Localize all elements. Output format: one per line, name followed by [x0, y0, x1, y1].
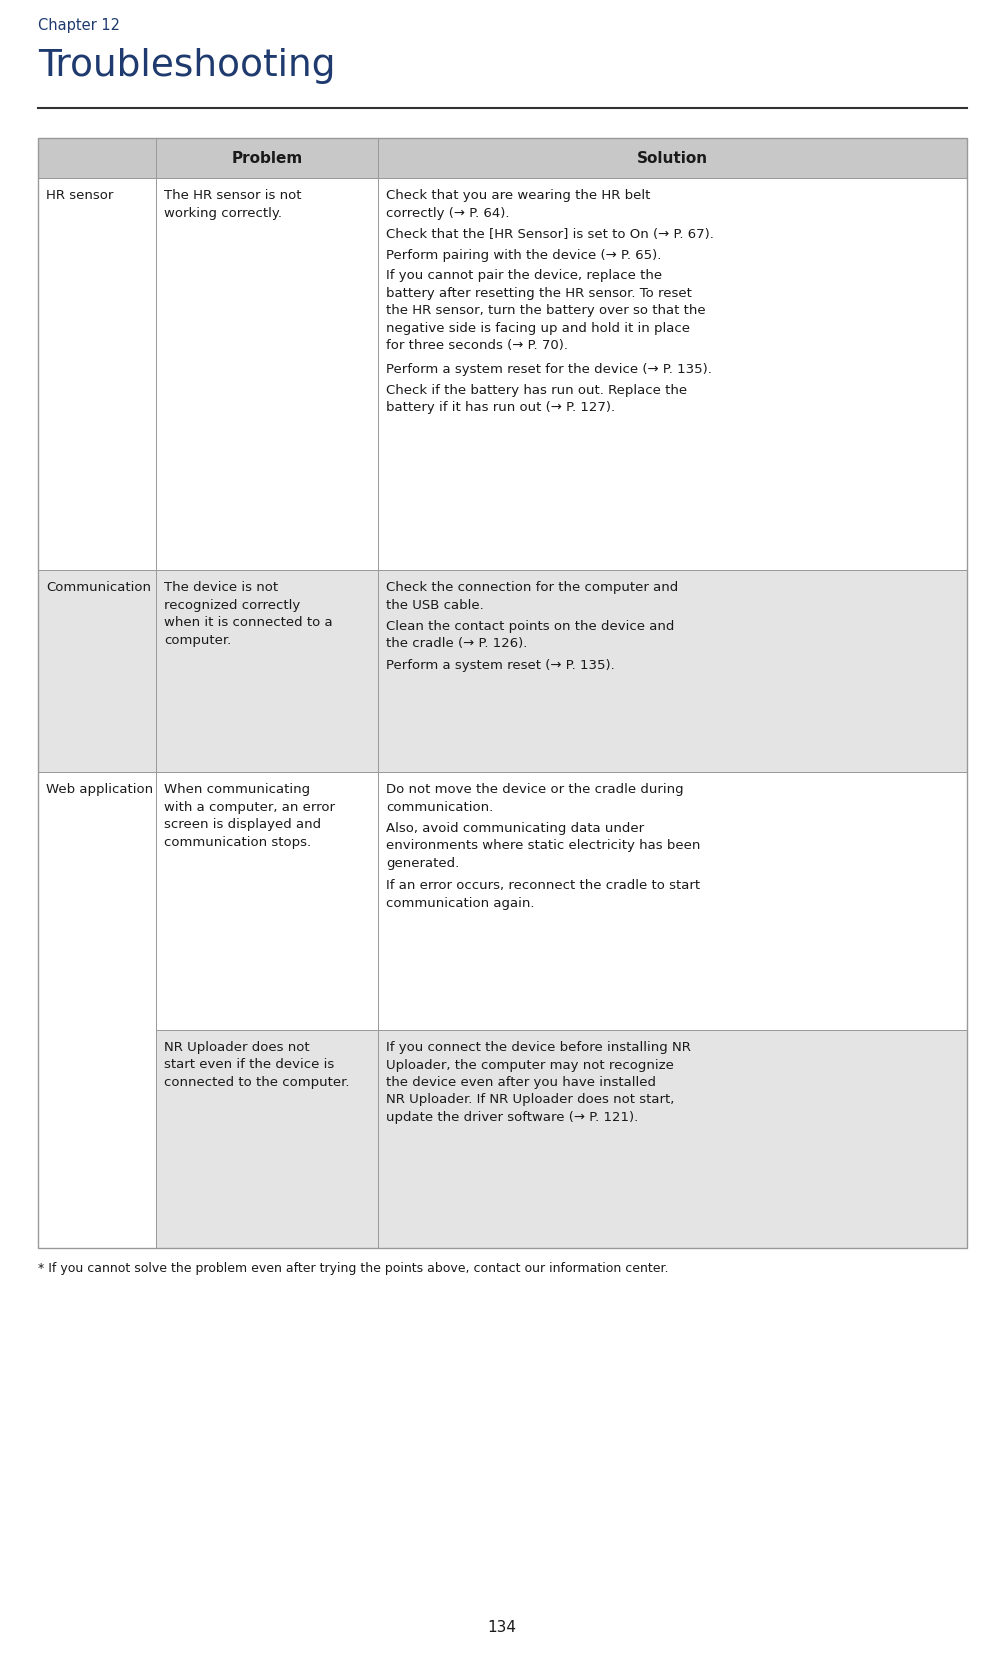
Text: Check if the battery has run out. Replace the
battery if it has run out (→ P. 12: Check if the battery has run out. Replac… [386, 384, 687, 414]
Bar [156, 772, 378, 1031]
Text: Perform pairing with the device (→ P. 65).: Perform pairing with the device (→ P. 65… [386, 249, 661, 262]
Text: Communication: Communication [46, 580, 151, 594]
Text: Do not move the device or the cradle during
communication.: Do not move the device or the cradle dur… [386, 782, 683, 814]
Text: 134: 134 [487, 1620, 517, 1635]
Text: Web application: Web application [46, 782, 153, 796]
Bar [378, 138, 967, 178]
Bar [38, 1031, 156, 1248]
Text: Solution: Solution [637, 150, 709, 165]
Text: HR sensor: HR sensor [46, 188, 114, 202]
Text: If an error occurs, reconnect the cradle to start
communication again.: If an error occurs, reconnect the cradle… [386, 879, 700, 909]
Text: Perform a system reset (→ P. 135).: Perform a system reset (→ P. 135). [386, 659, 615, 672]
Bar [378, 772, 967, 1031]
Text: Troubleshooting: Troubleshooting [38, 48, 336, 83]
Text: Perform a system reset for the device (→ P. 135).: Perform a system reset for the device (→… [386, 364, 712, 375]
Bar [38, 570, 156, 772]
Bar [38, 178, 156, 570]
Text: Clean the contact points on the device and
the cradle (→ P. 126).: Clean the contact points on the device a… [386, 620, 674, 651]
Text: Also, avoid communicating data under
environments where static electricity has b: Also, avoid communicating data under env… [386, 822, 700, 871]
Text: If you connect the device before installing NR
Uploader, the computer may not re: If you connect the device before install… [386, 1041, 690, 1124]
Text: The HR sensor is not
working correctly.: The HR sensor is not working correctly. [164, 188, 302, 220]
Text: The device is not
recognized correctly
when it is connected to a
computer.: The device is not recognized correctly w… [164, 580, 333, 647]
Bar [156, 1031, 378, 1248]
Text: * If you cannot solve the problem even after trying the points above, contact ou: * If you cannot solve the problem even a… [38, 1263, 668, 1274]
Bar [378, 1031, 967, 1248]
Bar [156, 138, 378, 178]
Text: Check the connection for the computer and
the USB cable.: Check the connection for the computer an… [386, 580, 678, 612]
Text: NR Uploader does not
start even if the device is
connected to the computer.: NR Uploader does not start even if the d… [164, 1041, 350, 1089]
Bar [38, 138, 156, 178]
Bar [156, 178, 378, 570]
Bar [156, 570, 378, 772]
Text: Problem: Problem [231, 150, 303, 165]
Text: Check that the [HR Sensor] is set to On (→ P. 67).: Check that the [HR Sensor] is set to On … [386, 229, 714, 240]
Text: If you cannot pair the device, replace the
battery after resetting the HR sensor: If you cannot pair the device, replace t… [386, 269, 706, 352]
Text: Chapter 12: Chapter 12 [38, 18, 120, 33]
Text: When communicating
with a computer, an error
screen is displayed and
communicati: When communicating with a computer, an e… [164, 782, 335, 849]
Bar [38, 138, 967, 1248]
Bar [38, 772, 156, 1031]
Bar [378, 570, 967, 772]
Bar [38, 772, 156, 1248]
Text: Check that you are wearing the HR belt
correctly (→ P. 64).: Check that you are wearing the HR belt c… [386, 188, 650, 220]
Bar [378, 178, 967, 570]
